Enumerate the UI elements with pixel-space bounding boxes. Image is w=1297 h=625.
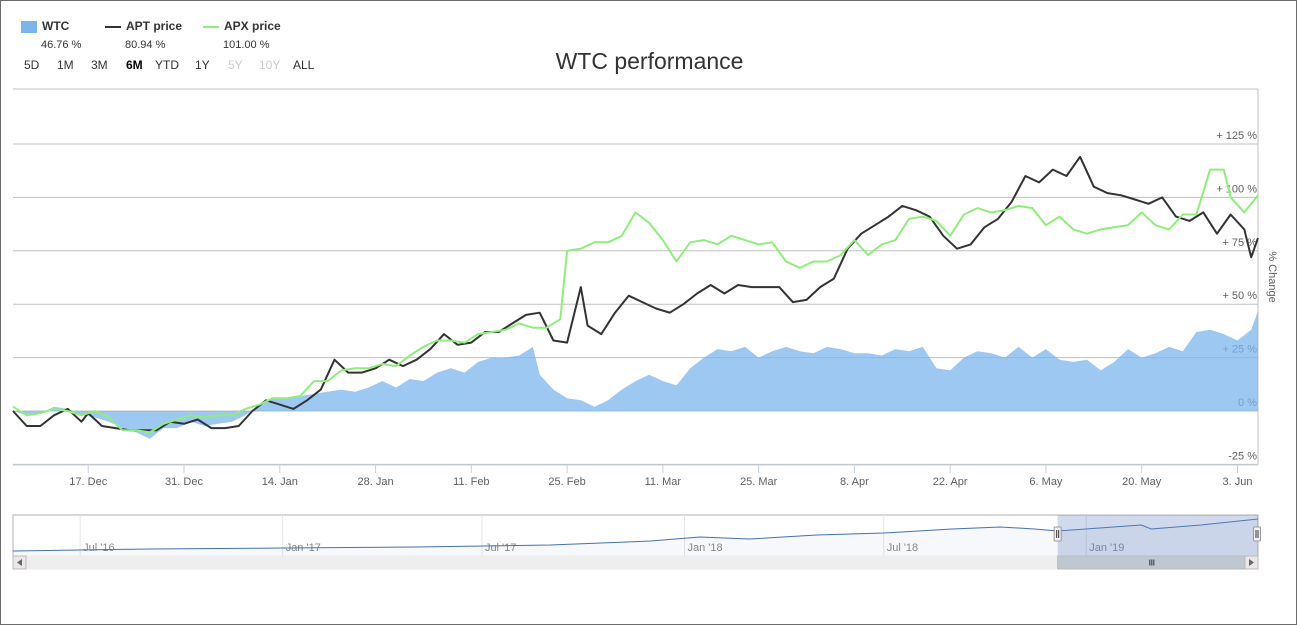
x-tick-label: 22. Apr (933, 476, 968, 488)
range-button-ytd[interactable]: YTD (155, 58, 179, 72)
range-button-3m[interactable]: 3M (91, 58, 108, 72)
navigator-tick-label: Jan '19 (1089, 542, 1124, 554)
x-tick-label: 25. Feb (548, 476, 585, 488)
navigator-series-line (12, 518, 1259, 552)
range-button-5y: 5Y (228, 58, 243, 72)
scroll-right-icon (1249, 559, 1254, 566)
range-button-10y: 10Y (259, 58, 281, 72)
range-button-all[interactable]: ALL (293, 58, 315, 72)
navigator-tick-label: Jan '18 (687, 542, 722, 554)
y-tick-label: + 125 % (1216, 130, 1257, 142)
legend-name-apt: APT price (126, 19, 183, 33)
range-button-1y[interactable]: 1Y (195, 58, 210, 72)
legend-value-apx: 101.00 % (223, 39, 270, 51)
x-tick-label: 25. Mar (740, 476, 778, 488)
x-tick-label: 31. Dec (165, 476, 203, 488)
navigator-selection-mask[interactable] (1057, 515, 1258, 556)
x-tick-label: 6. May (1029, 476, 1063, 488)
legend-value-apt: 80.94 % (125, 39, 166, 51)
range-button-5d[interactable]: 5D (24, 58, 40, 72)
navigator-tick-label: Jul '16 (83, 542, 114, 554)
y-axis-title: % Change (1266, 251, 1278, 302)
x-tick-label: 28. Jan (358, 476, 394, 488)
navigator-handle-left[interactable] (1053, 526, 1062, 542)
x-tick-label: 14. Jan (262, 476, 298, 488)
series-line-apx-price[interactable] (12, 168, 1259, 434)
y-tick-label: -25 % (1228, 450, 1257, 462)
x-tick-label: 3. Jun (1222, 476, 1252, 488)
y-tick-label: + 50 % (1222, 290, 1257, 302)
navigator-series-area (13, 519, 1258, 556)
x-tick-label: 11. Feb (453, 476, 490, 488)
x-tick-label: 17. Dec (69, 476, 107, 488)
chart-title: WTC performance (555, 48, 744, 74)
x-tick-label: 11. Mar (645, 476, 682, 488)
y-tick-label: + 75 % (1222, 237, 1257, 249)
legend-swatch-apt (105, 26, 121, 28)
series-area-wtc[interactable] (13, 311, 1258, 439)
legend-swatch-apx (203, 26, 219, 28)
range-button-6m[interactable]: 6M (126, 58, 143, 72)
scroll-left-icon (17, 559, 22, 566)
navigator-tick-label: Jul '18 (887, 542, 918, 554)
y-tick-label: + 100 % (1216, 183, 1257, 195)
navigator-handle-right[interactable] (1253, 526, 1261, 542)
navigator-tick-label: Jul '17 (485, 542, 516, 554)
series-line-apt-price[interactable] (12, 155, 1259, 432)
legend-swatch-wtc (21, 21, 37, 33)
range-button-1m[interactable]: 1M (57, 58, 74, 72)
legend-name-apx: APX price (224, 19, 281, 33)
x-tick-label: 20. May (1122, 476, 1162, 488)
legend-value-wtc: 46.76 % (41, 39, 82, 51)
x-tick-label: 8. Apr (840, 476, 869, 488)
legend-name-wtc: WTC (42, 19, 70, 33)
